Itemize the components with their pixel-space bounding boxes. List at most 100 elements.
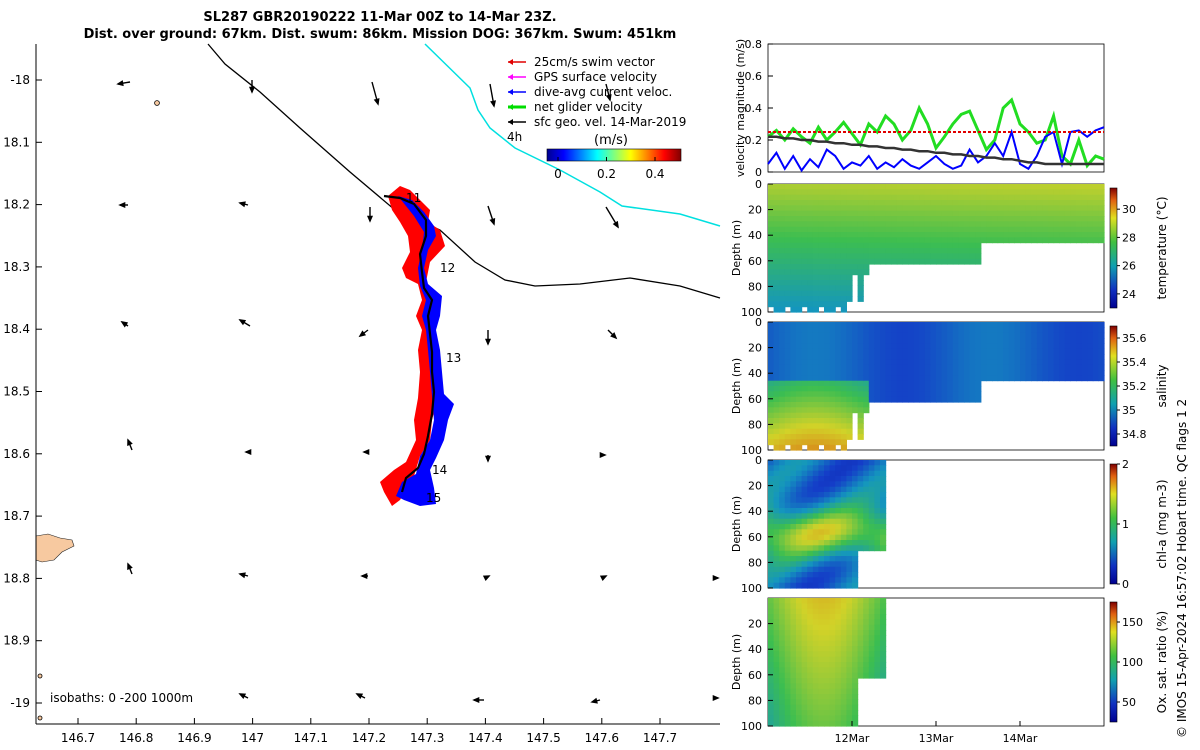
- glider-track: [383, 194, 436, 493]
- legend-label: GPS surface velocity: [534, 70, 657, 84]
- arrow-head: [612, 220, 619, 229]
- legend-arrowhead: [508, 59, 513, 65]
- depth-tick-label: 80: [748, 694, 762, 707]
- chart-title-line2: Dist. over ground: 67km. Dist. swum: 86k…: [83, 27, 677, 42]
- colorbar-tick-label: 0: [1122, 578, 1129, 591]
- lat-tick-label: -18: [10, 73, 30, 87]
- isobath-line: [207, 43, 721, 299]
- lat-tick-label: 18.9: [3, 634, 30, 648]
- depth-tick-label: 80: [748, 418, 762, 431]
- time-tick-label: 12Mar: [835, 732, 870, 745]
- arrow-head: [355, 693, 364, 700]
- lon-tick-label: 147.2: [352, 731, 386, 745]
- lat-tick-label: 18.5: [3, 385, 30, 399]
- colorbar-tick-label: 30: [1122, 203, 1136, 216]
- lon-tick-label: 147.3: [410, 731, 444, 745]
- lat-tick-label: 18.3: [3, 260, 30, 274]
- speed-colorbar: [546, 148, 682, 162]
- arrow-head: [248, 86, 256, 94]
- lat-tick-label: 18.6: [3, 447, 30, 461]
- land-islet: [37, 715, 43, 721]
- arrow-head: [244, 448, 252, 456]
- day-label: 15: [426, 491, 441, 505]
- colorbar-label: chl-a (mg m-3): [1155, 479, 1169, 568]
- lat-tick-label: 18.7: [3, 509, 30, 523]
- depth-tick-label: 100: [741, 582, 762, 595]
- colorbar-tick-label: 50: [1122, 696, 1136, 709]
- velocity-ylabel: velocity magnitude (m/s): [734, 39, 747, 177]
- lat-tick-label: 18.8: [3, 571, 30, 585]
- lon-tick-label: 147.5: [526, 731, 560, 745]
- depth-tick-label: 100: [741, 720, 762, 733]
- colorbar-tick-label: 35.6: [1122, 332, 1147, 345]
- depth-tick-label: 0: [755, 316, 762, 329]
- panel-colorbar: [1109, 601, 1118, 723]
- velocity-series-line: [767, 126, 1105, 173]
- depth-ylabel: Depth (m): [730, 496, 743, 552]
- depth-tick-label: 40: [748, 505, 762, 518]
- arrow-head: [712, 574, 720, 582]
- arrow-head: [490, 100, 497, 108]
- depth-tick-label: 60: [748, 531, 762, 544]
- footer-credit: © IMOS 15-Apr-2024 16:57:02 Hobart time.…: [1175, 399, 1189, 738]
- arrow-head: [482, 575, 491, 582]
- depth-tick-label: 60: [748, 393, 762, 406]
- depth-tick-label: 0: [755, 178, 762, 191]
- panel-colorbar: [1109, 187, 1118, 309]
- time-tick-label: 14Mar: [1003, 732, 1038, 745]
- day-label: 14: [432, 463, 447, 477]
- colorbar-tick-label: 34.8: [1122, 428, 1147, 441]
- oxygen-panel: 20 40 60 80 100 Depth (m) 50 100 150 Ox. sat. rat…: [730, 597, 1169, 745]
- lon-tick-label: 147.6: [585, 731, 619, 745]
- lon-tick-label: 146.7: [61, 731, 95, 745]
- arrow-head: [118, 201, 126, 209]
- arrow-head: [358, 330, 367, 338]
- arrow-head: [590, 697, 598, 704]
- depth-tick-label: 0: [755, 454, 762, 467]
- depth-tick-label: 40: [748, 643, 762, 656]
- lon-tick-label: 146.8: [119, 731, 153, 745]
- depth-tick-label: 100: [741, 306, 762, 319]
- arrow-head: [238, 319, 247, 326]
- colorbar-tick-label: 0.4: [645, 167, 664, 181]
- velocity-y-tick: 0.6: [745, 70, 763, 83]
- arrow-head: [484, 455, 492, 463]
- panel-colorbar: [1109, 463, 1118, 585]
- velocity-y-tick: 0.8: [745, 38, 763, 51]
- time-tick-label: 13Mar: [919, 732, 954, 745]
- velocity-y-tick: 0: [755, 166, 762, 179]
- arrow-head: [238, 572, 246, 579]
- lon-tick-label: 147.7: [643, 731, 677, 745]
- colorbar-tick-label: 1: [1122, 518, 1129, 531]
- colorbar-tick-label: 35: [1122, 404, 1136, 417]
- colorbar-label: Ox. sat. ratio (%): [1155, 611, 1169, 713]
- arrow-head: [116, 80, 124, 87]
- arrow-head: [238, 693, 247, 700]
- arrow-head: [366, 215, 374, 223]
- day-label: 12: [440, 261, 455, 275]
- depth-tick-label: 60: [748, 669, 762, 682]
- legend-arrowhead: [508, 119, 513, 125]
- colorbar-tick-label: 26: [1122, 260, 1136, 273]
- arrow-head: [605, 94, 612, 102]
- lat-tick-label: 18.4: [3, 322, 30, 336]
- arrow-head: [373, 98, 380, 106]
- depth-tick-label: 80: [748, 280, 762, 293]
- colorbar-tick-label: 0.2: [597, 167, 616, 181]
- arrow-head: [489, 218, 496, 226]
- temperature-panel: 0 20 40 60 80 100 Depth (m) 24 26 28 30 temperature…: [730, 178, 1169, 319]
- land-islet: [37, 673, 43, 679]
- day-label: 13: [446, 351, 461, 365]
- coastline: [424, 43, 721, 227]
- depth-tick-label: 40: [748, 229, 762, 242]
- depth-ylabel: Depth (m): [730, 220, 743, 276]
- arrow-head: [127, 438, 133, 447]
- depth-tick-label: 20: [748, 342, 762, 355]
- depth-tick-label: 40: [748, 367, 762, 380]
- depth-tick-label: 20: [748, 480, 762, 493]
- depth-tick-label: 100: [741, 444, 762, 457]
- depth-tick-label: 80: [748, 556, 762, 569]
- current-vector-fill: [396, 196, 454, 506]
- salinity-panel: 0 20 40 60 80 100 Depth (m) 34.8 35 35.2 35.4 35.6 s…: [730, 316, 1169, 457]
